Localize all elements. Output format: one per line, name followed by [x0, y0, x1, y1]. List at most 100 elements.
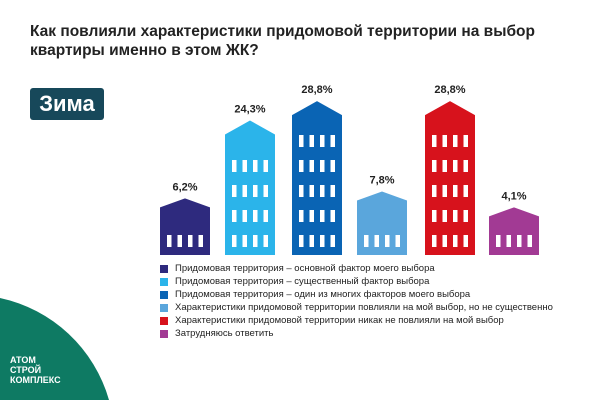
window	[506, 235, 511, 247]
legend-swatch	[160, 303, 168, 312]
window	[527, 235, 532, 247]
window	[463, 135, 468, 147]
bar-building	[489, 207, 539, 255]
bar	[489, 207, 539, 255]
window	[330, 135, 335, 147]
window	[242, 160, 247, 172]
window	[453, 160, 458, 172]
window	[496, 235, 501, 247]
legend-label: Придомовая территория – существенный фак…	[175, 276, 430, 287]
bar	[357, 191, 407, 255]
bar-building	[225, 120, 275, 255]
data-label: 4,1%	[501, 190, 526, 202]
window	[263, 235, 268, 247]
window	[309, 135, 314, 147]
window	[463, 160, 468, 172]
window	[320, 160, 325, 172]
window	[263, 160, 268, 172]
data-label: 7,8%	[369, 174, 394, 186]
window	[299, 210, 304, 222]
window	[463, 210, 468, 222]
window	[320, 135, 325, 147]
window	[253, 160, 258, 172]
legend-swatch	[160, 329, 168, 338]
window	[395, 235, 400, 247]
legend-label: Характеристики придомовой территории ник…	[175, 315, 504, 326]
logo-line: СТРОЙ	[10, 365, 42, 375]
window	[232, 160, 237, 172]
bar-building	[425, 101, 475, 255]
bar-building	[292, 101, 342, 255]
logo-line: АТОМ	[10, 355, 36, 365]
logo-line: КОМПЛЕКС	[10, 375, 61, 385]
window	[385, 235, 390, 247]
logo: АТОМ СТРОЙ КОМПЛЕКС	[10, 355, 61, 385]
window	[432, 185, 437, 197]
data-label: 28,8%	[434, 84, 465, 96]
legend-item: Характеристики придомовой территории ник…	[160, 314, 553, 327]
legend-item: Затрудняюсь ответить	[160, 327, 553, 340]
window	[263, 185, 268, 197]
window	[432, 160, 437, 172]
legend-swatch	[160, 264, 168, 273]
window	[432, 135, 437, 147]
window	[463, 235, 468, 247]
window	[232, 210, 237, 222]
window	[299, 235, 304, 247]
window	[253, 210, 258, 222]
logo-circle	[0, 298, 109, 400]
window	[242, 185, 247, 197]
bar	[225, 120, 275, 255]
window	[374, 235, 379, 247]
window	[253, 235, 258, 247]
window	[242, 210, 247, 222]
window	[330, 185, 335, 197]
window	[330, 235, 335, 247]
window	[309, 160, 314, 172]
window	[453, 210, 458, 222]
chart-title: Как повлияли характеристики придомовой т…	[30, 23, 535, 59]
window	[442, 235, 447, 247]
window	[432, 210, 437, 222]
window	[453, 185, 458, 197]
window	[232, 185, 237, 197]
legend-label: Характеристики придомовой территории пов…	[175, 302, 553, 313]
window	[299, 185, 304, 197]
window	[364, 235, 369, 247]
bar	[292, 101, 342, 255]
window	[432, 235, 437, 247]
legend-item: Характеристики придомовой территории пов…	[160, 301, 553, 314]
legend-swatch	[160, 277, 168, 286]
data-label: 6,2%	[172, 181, 197, 193]
window	[442, 210, 447, 222]
data-label: 28,8%	[301, 84, 332, 96]
window	[309, 235, 314, 247]
bar	[425, 101, 475, 255]
window	[167, 235, 172, 247]
window	[442, 185, 447, 197]
window	[309, 185, 314, 197]
window	[253, 185, 258, 197]
legend-label: Затрудняюсь ответить	[175, 328, 274, 339]
window	[320, 185, 325, 197]
window	[242, 235, 247, 247]
window	[517, 235, 522, 247]
legend-swatch	[160, 290, 168, 299]
data-label: 24,3%	[234, 104, 265, 116]
window	[299, 135, 304, 147]
season-badge: Зима	[30, 88, 104, 120]
window	[188, 235, 193, 247]
window	[309, 210, 314, 222]
window	[232, 235, 237, 247]
legend-label: Придомовая территория – один из многих ф…	[175, 289, 471, 300]
bar-building	[357, 191, 407, 255]
window	[263, 210, 268, 222]
window	[177, 235, 182, 247]
window	[198, 235, 203, 247]
window	[320, 235, 325, 247]
window	[330, 210, 335, 222]
window	[463, 185, 468, 197]
legend-item: Придомовая территория – существенный фак…	[160, 275, 553, 288]
legend-swatch	[160, 316, 168, 325]
